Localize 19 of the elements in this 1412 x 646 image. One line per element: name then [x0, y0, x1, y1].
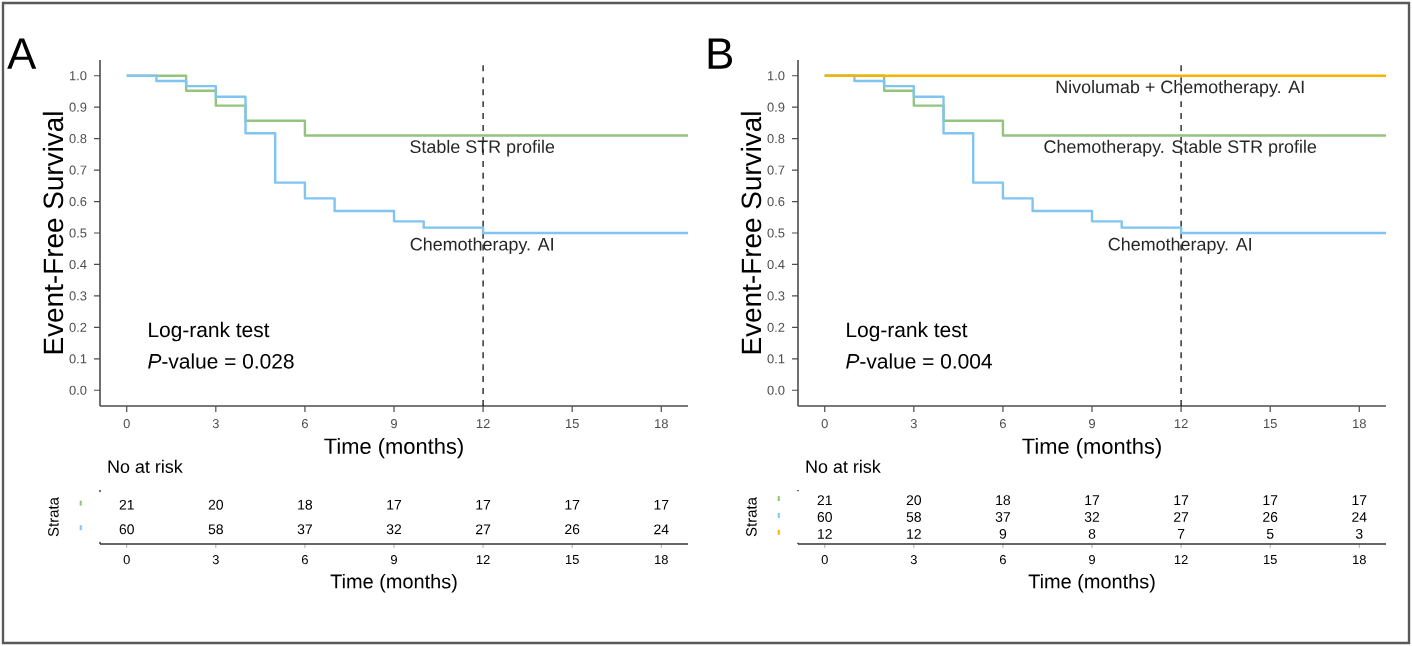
chart-title: No at risk	[806, 459, 881, 474]
series-label: Chemotherapy. AI	[410, 237, 553, 255]
annotation: Log-rank test	[149, 321, 270, 342]
series-label: Chemotherapy. Stable STR profile	[1044, 139, 1317, 157]
annotation: Log-rank test	[847, 321, 968, 342]
series-label: Nivolumab + Chemotherapy. AI	[1056, 80, 1304, 97]
x-axis-title: Time (months)	[324, 437, 463, 459]
annotation: P-value = 0.004	[846, 353, 992, 369]
series-label: Stable STR profile	[410, 139, 555, 157]
x-axis-title: Time (months)	[1022, 437, 1161, 459]
series-label: Chemotherapy. AI	[1108, 237, 1251, 255]
annotation: P-value = 0.028	[148, 353, 294, 369]
x-axis-title: Time (months)	[1028, 573, 1155, 593]
chart-title: No at risk	[108, 459, 183, 474]
chart-title: A	[7, 38, 37, 69]
chart-title: B	[708, 38, 733, 69]
y-axis-title: Event-Free Survival	[740, 112, 762, 354]
x-axis-title: Time (months)	[330, 573, 457, 593]
y-axis-title: Event-Free Survival	[42, 112, 64, 354]
